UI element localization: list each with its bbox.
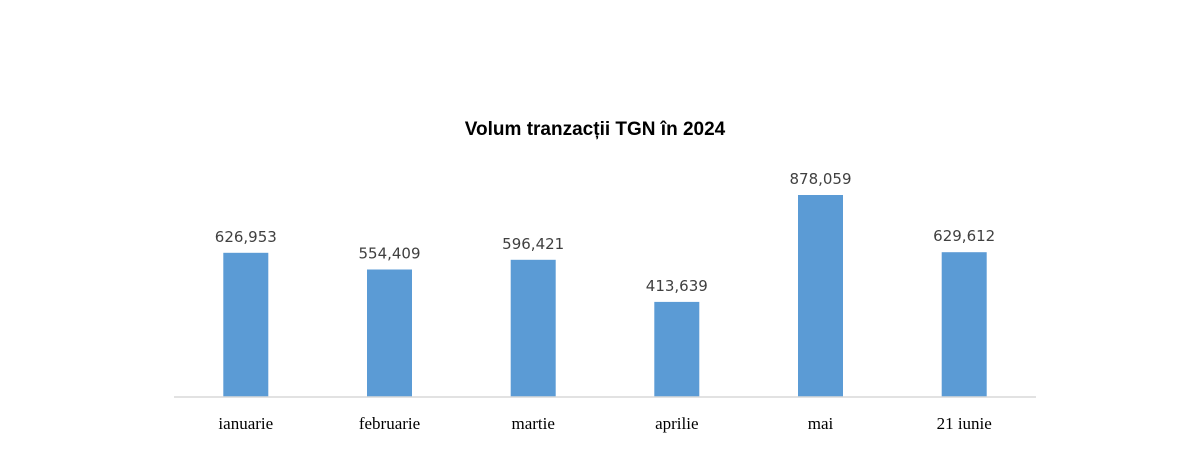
data-label-2: 596,421: [502, 235, 564, 253]
data-label-4: 878,059: [789, 170, 851, 188]
bar-0: [223, 252, 269, 397]
data-label-3: 413,639: [646, 277, 708, 295]
bar-3: [654, 301, 700, 397]
x-tick-label-2: martie: [511, 414, 554, 433]
bar-2: [510, 259, 556, 397]
data-label-1: 554,409: [358, 245, 420, 263]
x-tick-label-3: aprilie: [655, 414, 698, 433]
x-tick-label-5: 21 iunie: [937, 414, 992, 433]
x-tick-label-4: mai: [808, 414, 834, 433]
bar-5: [941, 252, 987, 397]
data-labels-layer: 626,953 554,409 596,421 413,639 878,059 629,6…: [215, 170, 995, 295]
x-tick-label-1: februarie: [359, 414, 420, 433]
x-tick-labels-layer: ianuarie februarie martie aprilie mai 21 iuni…: [218, 414, 991, 433]
bar-1: [367, 269, 412, 397]
bar-4: [798, 195, 843, 397]
data-label-0: 626,953: [215, 228, 277, 246]
x-tick-label-0: ianuarie: [218, 414, 273, 433]
bars-layer: [223, 195, 987, 397]
chart-title: Volum tranzacții TGN în 2024: [465, 119, 726, 140]
data-label-5: 629,612: [933, 227, 995, 245]
